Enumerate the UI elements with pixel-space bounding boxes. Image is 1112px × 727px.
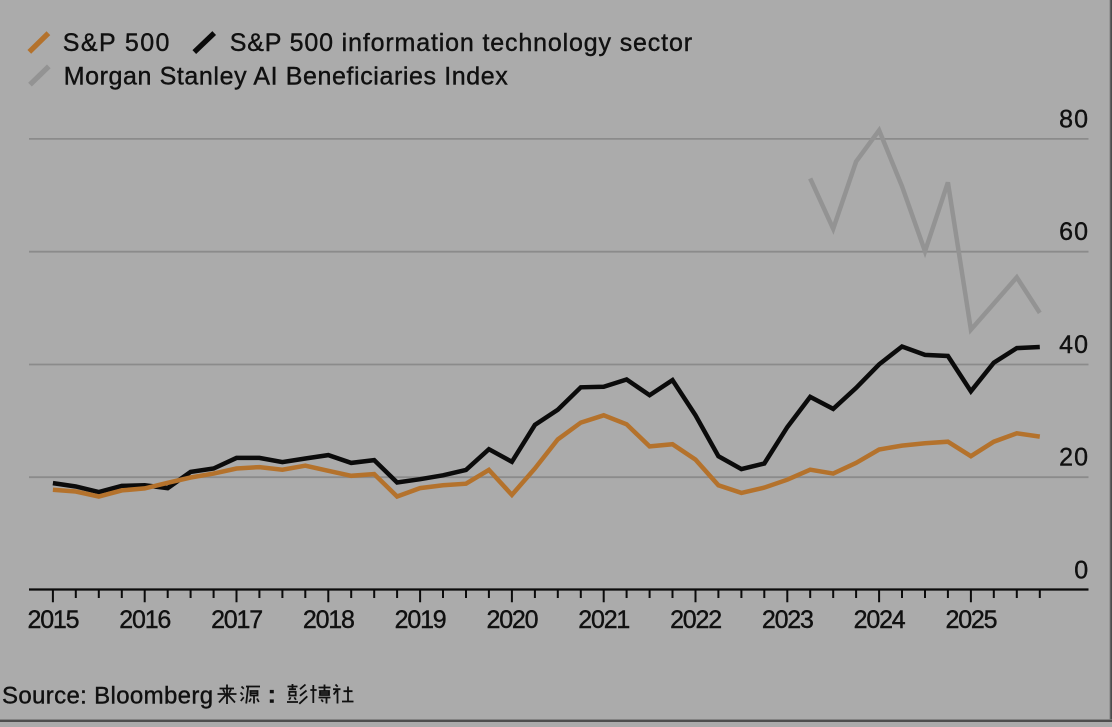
svg-text:S&P 500 information technology: S&P 500 information technology sector xyxy=(230,29,693,57)
svg-text:2016: 2016 xyxy=(119,606,170,634)
svg-text:2025: 2025 xyxy=(945,606,996,634)
svg-text:2024: 2024 xyxy=(854,606,906,634)
svg-text:20: 20 xyxy=(1059,444,1089,472)
svg-text:S&P 500: S&P 500 xyxy=(63,29,171,57)
svg-text:2017: 2017 xyxy=(211,606,262,634)
svg-text:2023: 2023 xyxy=(762,606,813,634)
svg-text:40: 40 xyxy=(1059,331,1089,359)
svg-text:Morgan Stanley AI Beneficiarie: Morgan Stanley AI Beneficiaries Index xyxy=(64,63,509,91)
svg-text:2019: 2019 xyxy=(395,606,446,634)
svg-text:80: 80 xyxy=(1059,105,1089,133)
svg-text:Source: Bloomberg: Source: Bloomberg xyxy=(2,682,213,709)
svg-text:2022: 2022 xyxy=(670,606,721,634)
svg-text:2015: 2015 xyxy=(27,606,78,634)
svg-text:0: 0 xyxy=(1074,556,1089,584)
svg-text:2020: 2020 xyxy=(486,606,537,634)
svg-text:60: 60 xyxy=(1059,218,1089,246)
svg-text:2021: 2021 xyxy=(578,606,629,634)
svg-text:2018: 2018 xyxy=(303,606,354,634)
